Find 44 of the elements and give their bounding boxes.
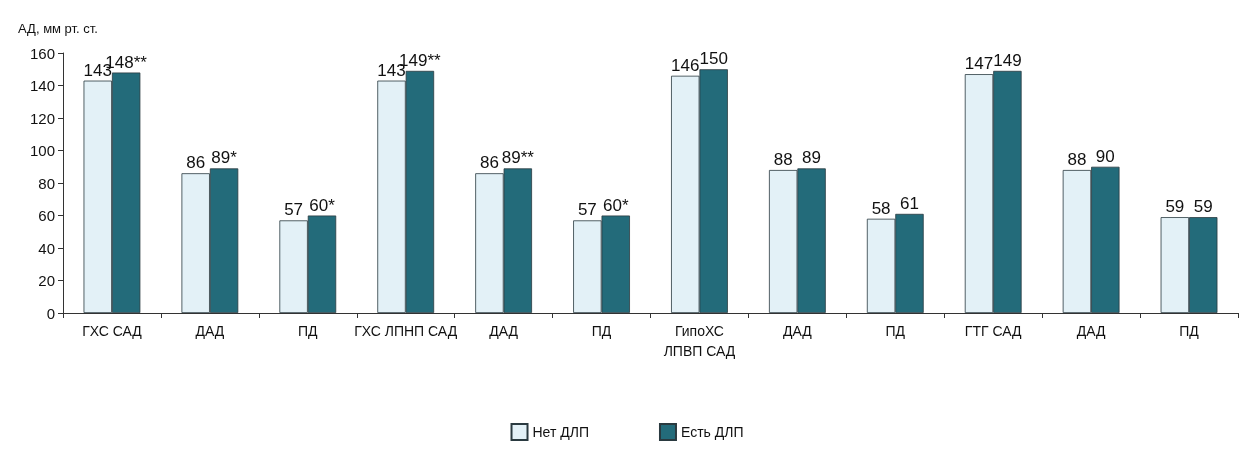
data-label: 150 (699, 49, 728, 69)
data-label: 88 (1067, 150, 1087, 169)
data-label: 147 (964, 54, 994, 74)
y-tick-label: 80 (38, 174, 55, 192)
x-tick-label: ДАД (1076, 323, 1107, 339)
data-label: 146 (671, 55, 700, 75)
data-label: 57 (284, 200, 304, 220)
data-label: 59 (1165, 197, 1185, 217)
x-tick-label: ПД (591, 323, 612, 339)
x-tick-label: ДАД (195, 323, 225, 339)
legend-label: Нет ДЛП (532, 424, 589, 440)
data-label: 149 (993, 50, 1022, 70)
y-axis-title: АД, мм рт. ст. (18, 21, 98, 36)
x-tick-label: ПД (1179, 323, 1200, 339)
data-label: 58 (871, 198, 891, 218)
y-tick-label: 100 (29, 142, 55, 159)
data-label: 86 (186, 153, 206, 173)
data-label: 57 (577, 200, 597, 220)
data-label: 90 (1095, 146, 1115, 166)
data-label: 89* (211, 148, 238, 168)
y-tick-label: 120 (29, 109, 55, 127)
x-tick-label: ДАД (782, 323, 813, 339)
y-tick-label: 140 (29, 77, 55, 94)
y-tick-label: 40 (38, 239, 55, 257)
y-tick-label: 60 (38, 207, 55, 224)
x-tick-label: ГипоХС ЛПВП САД (663, 323, 736, 359)
x-tick-label: ДАД (489, 323, 519, 339)
x-tick-label: ГХС САД (82, 323, 143, 339)
y-tick-label: 0 (46, 304, 55, 322)
x-tick-label: ПД (298, 323, 319, 339)
data-label: 61 (900, 193, 919, 213)
data-label: 59 (1193, 197, 1213, 217)
x-tick-label: ПД (885, 323, 906, 339)
data-label: 86 (479, 153, 499, 173)
x-tick-label: ГТГ САД (964, 323, 1023, 339)
data-label: 89 (802, 148, 822, 168)
data-label: 88 (773, 150, 793, 169)
data-label: 89** (501, 148, 535, 168)
y-tick-label: 20 (38, 272, 55, 289)
data-label: 60* (309, 195, 336, 215)
y-tick-label: 160 (29, 44, 55, 62)
data-label: 60* (602, 195, 629, 215)
legend-label: Есть ДЛП (680, 424, 744, 440)
x-tick-label: ГХС ЛПНП САД (354, 323, 458, 339)
